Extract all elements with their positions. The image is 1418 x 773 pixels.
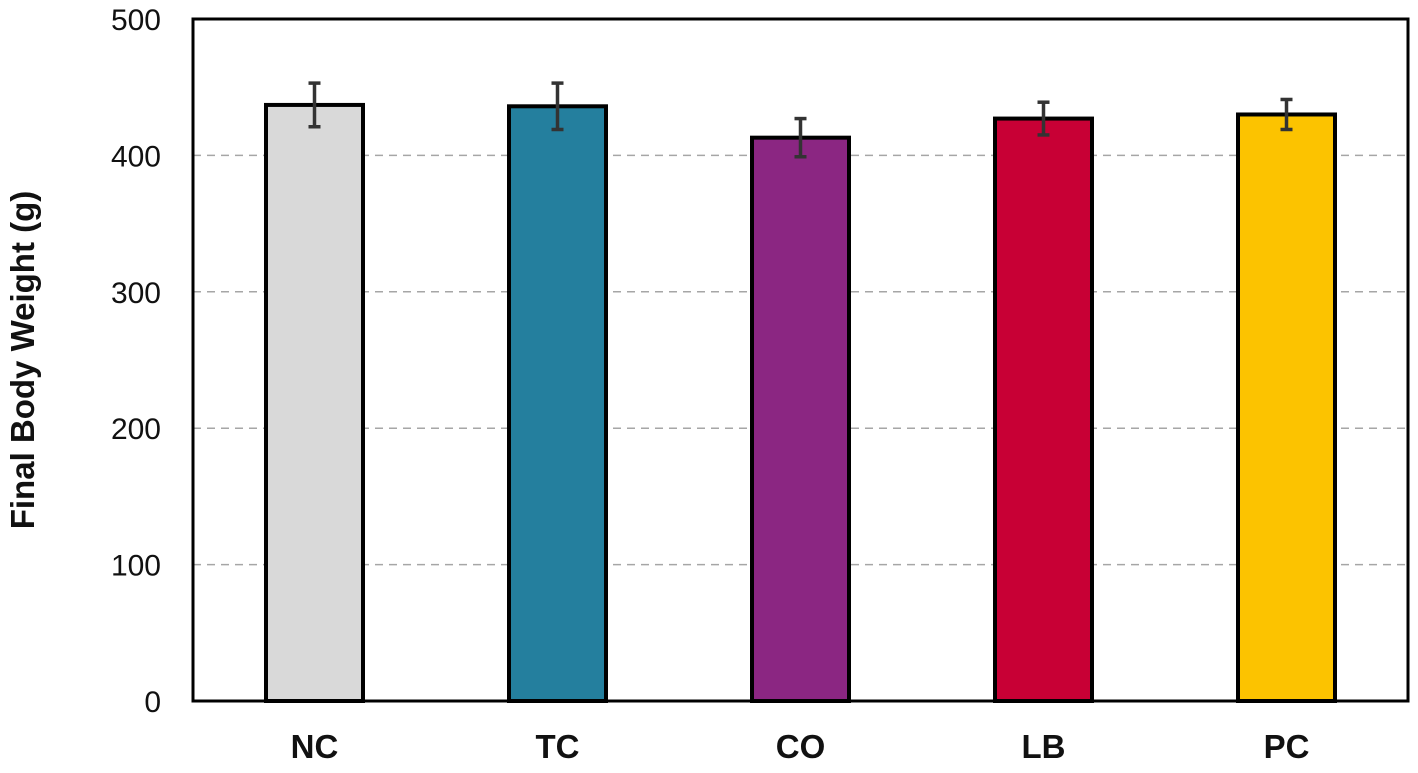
bars bbox=[264, 102, 1337, 704]
error-bar-tc bbox=[551, 81, 564, 132]
x-axis-categories: NC TC CO LB PC bbox=[291, 728, 1310, 765]
y-tick-label: 200 bbox=[111, 413, 161, 446]
y-tick-label: 100 bbox=[111, 550, 161, 583]
bar-co bbox=[750, 135, 851, 703]
x-category-label-lb: LB bbox=[1022, 728, 1066, 765]
bar-tc bbox=[507, 104, 608, 703]
plot-frame bbox=[191, 17, 1410, 703]
error-bar-nc bbox=[308, 81, 321, 129]
y-axis-ticks: 0 100 200 300 400 500 bbox=[111, 4, 161, 719]
bar-pc bbox=[1236, 112, 1337, 704]
x-category-label-tc: TC bbox=[536, 728, 580, 765]
x-category-label-nc: NC bbox=[291, 728, 339, 765]
error-bar-co bbox=[794, 116, 807, 159]
error-bars bbox=[308, 81, 1293, 159]
bar-nc bbox=[264, 102, 365, 703]
y-tick-label: 300 bbox=[111, 277, 161, 310]
x-category-label-co: CO bbox=[776, 728, 826, 765]
y-axis-title: Final Body Weight (g) bbox=[4, 191, 41, 530]
y-tick-label: 500 bbox=[111, 4, 161, 37]
y-tick-label: 0 bbox=[144, 686, 161, 719]
error-bar-lb bbox=[1037, 100, 1050, 137]
error-bar-pc bbox=[1280, 97, 1293, 132]
x-category-label-pc: PC bbox=[1264, 728, 1310, 765]
bar-lb bbox=[993, 116, 1094, 703]
y-tick-label: 400 bbox=[111, 140, 161, 173]
